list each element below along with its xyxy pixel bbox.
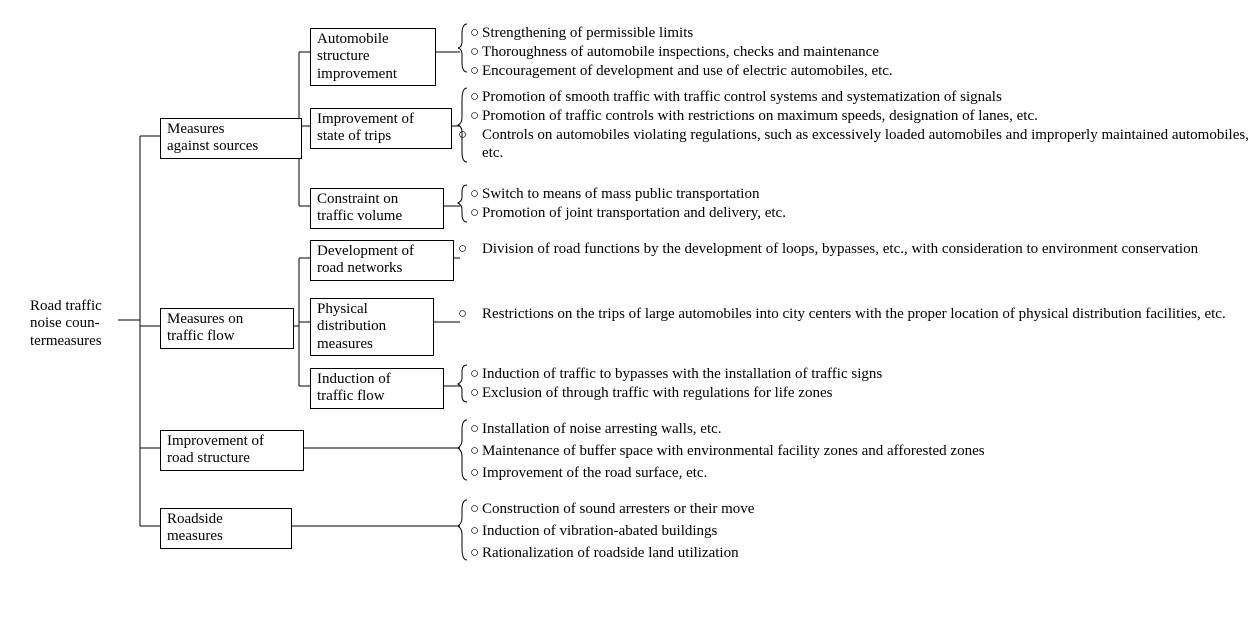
circle-icon: ○ [470,185,482,203]
node-roadside-l2: measures [167,528,223,544]
node-flow: Measures on traffic flow [160,308,294,349]
bullet-roadside-1: ○Induction of vibration-abated buildings [470,522,1240,540]
circle-icon: ○ [470,500,482,518]
bullet-state-trips-0: ○Promotion of smooth traffic with traffi… [470,88,1240,106]
circle-icon: ○ [470,43,482,61]
bullet-induction-1: ○Exclusion of through traffic with regul… [470,384,1240,402]
bullet-road-struct-1: ○Maintenance of buffer space with enviro… [470,442,1240,460]
bullet-text: Promotion of traffic controls with restr… [482,108,1038,124]
circle-icon: ○ [470,107,482,125]
bullet-text: Induction of traffic to bypasses with th… [482,366,882,382]
node-state-trips: Improvement of state of trips [310,108,452,149]
bullet-constraint-1: ○Promotion of joint transportation and d… [470,204,1240,222]
node-phys-dist-l3: measures [317,336,373,352]
node-constraint: Constraint on traffic volume [310,188,444,229]
bullet-text: Thoroughness of automobile inspections, … [482,44,879,60]
node-road-struct-l1: Improvement of [167,433,264,449]
bullet-constraint-0: ○Switch to means of mass public transpor… [470,185,1240,203]
bullet-text: Controls on automobiles violating regula… [482,127,1249,161]
bullet-auto-struct-2: ○Encouragement of development and use of… [470,62,1240,80]
circle-icon: ○ [470,240,482,258]
node-phys-dist: Physical distribution measures [310,298,434,356]
root-label: Road traffic noise coun- termeasures [30,298,130,350]
node-roadside: Roadside measures [160,508,292,549]
bullet-networks-0: ○Division of road functions by the devel… [482,240,1252,258]
bullet-text: Maintenance of buffer space with environ… [482,443,985,459]
bullet-text: Construction of sound arresters or their… [482,501,754,517]
circle-icon: ○ [470,204,482,222]
bullet-text: Rationalization of roadside land utiliza… [482,545,739,561]
diagram-root: Road traffic noise coun- termeasures Mea… [0,0,1259,620]
bullet-text: Encouragement of development and use of … [482,63,893,79]
node-phys-dist-l1: Physical [317,301,368,317]
node-induction-l2: traffic flow [317,388,385,404]
bullet-text: Exclusion of through traffic with regula… [482,385,832,401]
node-sources-l1: Measures [167,121,224,137]
node-road-struct: Improvement of road structure [160,430,304,471]
node-flow-l2: traffic flow [167,328,235,344]
root-l2: noise coun- [30,315,100,331]
circle-icon: ○ [470,464,482,482]
bullet-text: Induction of vibration-abated buildings [482,523,717,539]
bullet-auto-struct-0: ○Strengthening of permissible limits [470,24,1240,42]
node-sources-l2: against sources [167,138,258,154]
circle-icon: ○ [470,420,482,438]
circle-icon: ○ [470,384,482,402]
node-auto-struct-l3: improvement [317,66,397,82]
bullet-induction-0: ○Induction of traffic to bypasses with t… [470,365,1240,383]
bullet-text: Promotion of smooth traffic with traffic… [482,89,1002,105]
circle-icon: ○ [470,305,482,323]
node-sources: Measures against sources [160,118,302,159]
node-road-struct-l2: road structure [167,450,250,466]
node-auto-struct: Automobile structure improvement [310,28,436,86]
node-auto-struct-l1: Automobile [317,31,389,47]
circle-icon: ○ [470,24,482,42]
node-induction: Induction of traffic flow [310,368,444,409]
node-networks-l2: road networks [317,260,402,276]
bullet-text: Installation of noise arresting walls, e… [482,421,722,437]
node-networks-l1: Development of [317,243,414,259]
node-state-trips-l2: state of trips [317,128,391,144]
node-constraint-l1: Constraint on [317,191,398,207]
bullet-road-struct-2: ○Improvement of the road surface, etc. [470,464,1240,482]
bullet-text: Restrictions on the trips of large autom… [482,306,1226,322]
bullet-text: Switch to means of mass public transport… [482,186,759,202]
node-state-trips-l1: Improvement of [317,111,414,127]
bullet-road-struct-0: ○Installation of noise arresting walls, … [470,420,1240,438]
node-networks: Development of road networks [310,240,454,281]
root-l3: termeasures [30,333,102,349]
bullet-auto-struct-1: ○Thoroughness of automobile inspections,… [470,43,1240,61]
bullet-roadside-0: ○Construction of sound arresters or thei… [470,500,1240,518]
root-l1: Road traffic [30,298,102,314]
bullet-text: Promotion of joint transportation and de… [482,205,786,221]
bullet-text: Strengthening of permissible limits [482,25,693,41]
bullet-roadside-2: ○Rationalization of roadside land utiliz… [470,544,1240,562]
circle-icon: ○ [470,544,482,562]
node-auto-struct-l2: structure [317,48,369,64]
node-phys-dist-l2: distribution [317,318,386,334]
bullet-state-trips-2: ○Controls on automobiles violating regul… [482,126,1252,162]
bullet-phys-dist-0: ○Restrictions on the trips of large auto… [482,305,1252,323]
circle-icon: ○ [470,365,482,383]
circle-icon: ○ [470,126,482,144]
circle-icon: ○ [470,62,482,80]
circle-icon: ○ [470,522,482,540]
node-flow-l1: Measures on [167,311,243,327]
circle-icon: ○ [470,88,482,106]
node-constraint-l2: traffic volume [317,208,402,224]
node-induction-l1: Induction of [317,371,391,387]
bullet-text: Improvement of the road surface, etc. [482,465,707,481]
bullet-text: Division of road functions by the develo… [482,241,1198,257]
circle-icon: ○ [470,442,482,460]
node-roadside-l1: Roadside [167,511,223,527]
bullet-state-trips-1: ○Promotion of traffic controls with rest… [470,107,1240,125]
